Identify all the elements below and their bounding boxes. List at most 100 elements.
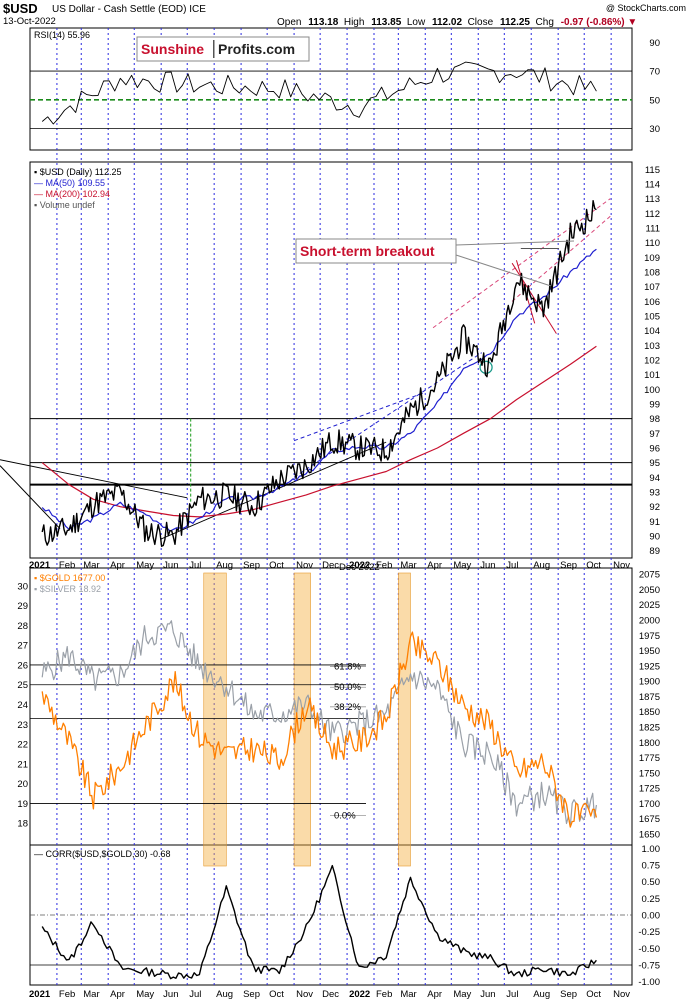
low-label: Low [406, 17, 426, 28]
x-tick-label: May [136, 989, 154, 1000]
fib-level-label: 38.2% [334, 702, 361, 713]
y-tick-label: 1775 [639, 753, 660, 764]
y-tick-label: 1925 [639, 661, 660, 672]
x-tick-label: Oct [586, 560, 601, 571]
x-tick-label: Feb [376, 989, 392, 1000]
y-tick-label-left: 20 [17, 779, 28, 790]
logo-box [136, 36, 310, 62]
silver-line [41, 620, 597, 828]
chg-value: -0.97 (-0.86%) [560, 17, 625, 28]
y-tick-label-left: 24 [17, 700, 28, 711]
x-tick-label: 2022 [349, 989, 370, 1000]
high-label: High [343, 17, 365, 28]
x-tick-label: Sep [243, 560, 260, 571]
y-tick-label: 0.00 [642, 911, 661, 922]
y-tick-label: 114 [645, 180, 660, 191]
y-tick-label-left: 23 [17, 720, 28, 731]
y-tick-label: 91 [649, 517, 660, 528]
x-tick-label: Jul [189, 989, 201, 1000]
downtrend-line [0, 465, 61, 530]
y-tick-label: 0.25 [642, 894, 661, 905]
gold-line [41, 631, 598, 828]
y-tick-label-left: 29 [17, 601, 28, 612]
usd-legend-volume: ▪ Volume undef [34, 200, 95, 210]
y-tick-label: 2000 [639, 615, 660, 626]
y-tick-label: 111 [646, 224, 660, 235]
x-tick-label: Mar [400, 560, 416, 571]
usd-price-line [41, 199, 597, 547]
fib-level-label: 61.8% [334, 661, 361, 672]
x-tick-label: Jun [163, 989, 178, 1000]
y-tick-label: -0.75 [638, 961, 660, 972]
y-tick-label: 50 [649, 95, 660, 106]
stockcharts-credit: @ StockCharts.com [605, 3, 686, 13]
y-tick-label: 1675 [639, 814, 660, 825]
x-tick-label: Feb [59, 560, 75, 571]
logo-divider [213, 40, 215, 58]
y-tick-label: 96 [649, 444, 660, 455]
x-tick-label: Jul [189, 560, 201, 571]
close-label: Close [467, 17, 494, 28]
y-tick-label: 99 [649, 400, 660, 411]
y-tick-label-left: 27 [17, 641, 28, 652]
x-tick-label: Jun [480, 989, 495, 1000]
gold-silver-panel: 61.8%50.0%38.2%0.0%207520502025200019751… [17, 570, 660, 867]
y-tick-label: 89 [649, 546, 660, 557]
x-tick-label: Jul [506, 989, 518, 1000]
logo-part2: Profits.com [218, 41, 295, 57]
y-tick-label-left: 28 [17, 621, 28, 632]
x-tick-label: Sep [560, 560, 577, 571]
breakout-annotation-box [295, 238, 457, 264]
support-circle-marker [479, 360, 493, 374]
x-tick-label: Apr [110, 989, 125, 1000]
corr-legend: — CORR($USD,$GOLD,30) -0.68 [34, 849, 171, 859]
ohlc-readout: Open 113.18 High 113.85 Low 112.02 Close… [277, 17, 637, 28]
y-tick-label: 115 [645, 165, 660, 176]
x-tick-label: Apr [427, 989, 442, 1000]
channel-upper-line [293, 391, 426, 442]
x-tick-label: Oct [269, 560, 284, 571]
usd-legend-ma200: — MA(200) 102.94 [34, 189, 110, 199]
y-tick-label-left: 22 [17, 740, 28, 751]
breakout-annotation-text: Short-term breakout [300, 243, 435, 259]
usd-panel-frame [29, 161, 633, 559]
gold-legend: ▪ $GOLD 1677.00 [34, 573, 105, 583]
y-tick-label: -1.00 [638, 977, 660, 988]
x-tick-label: 2021 [29, 989, 51, 1000]
y-tick-label: 113 [645, 194, 660, 205]
y-tick-label: 2050 [639, 585, 660, 596]
y-tick-label-left: 30 [17, 581, 28, 592]
resistance-line [0, 459, 188, 499]
silver-legend: ▪ $SILVER 18.92 [34, 584, 101, 594]
y-tick-label: 95 [649, 458, 660, 469]
y-tick-label: 2025 [639, 600, 660, 611]
y-tick-label: 1800 [639, 738, 660, 749]
y-tick-label: 1975 [639, 631, 660, 642]
x-tick-label: Feb [376, 560, 392, 571]
chg-label: Chg [535, 17, 554, 28]
chart-header: $USD US Dollar - Cash Settle (EOD) ICE 1… [0, 0, 700, 28]
down-triangle-icon: ▼ [627, 17, 638, 28]
y-tick-label: 101 [644, 370, 660, 381]
y-tick-label: 107 [644, 282, 660, 293]
y-tick-label: 94 [649, 473, 660, 484]
breakout-pointer [455, 254, 552, 287]
rsi-panel: 90 70 50 30 RSI(14) 55.96 Sunshine Profits.com [30, 30, 660, 135]
pink-channel-upper [432, 198, 611, 329]
x-tick-label: Jun [163, 560, 178, 571]
y-tick-label: 106 [644, 297, 660, 308]
y-tick-label: 92 [649, 502, 660, 513]
y-tick-label: -0.50 [638, 944, 660, 955]
y-tick-label: 0.50 [642, 877, 661, 888]
y-tick-label: 112 [645, 209, 660, 220]
x-tick-label: Sep [560, 989, 577, 1000]
dec-2022-overlap-label: Dec 2022 [339, 562, 380, 573]
x-tick-label: Feb [59, 989, 75, 1000]
logo-part1: Sunshine [141, 41, 204, 57]
y-tick-label: 1650 [639, 829, 660, 840]
x-tick-label: Mar [400, 989, 416, 1000]
axis-labels: 2021 2021 Feb Feb Mar Mar Apr Apr May May Jun Jun Ju… [29, 560, 630, 1000]
x-tick-label: Oct [269, 989, 284, 1000]
y-tick-label: 1825 [639, 722, 660, 733]
